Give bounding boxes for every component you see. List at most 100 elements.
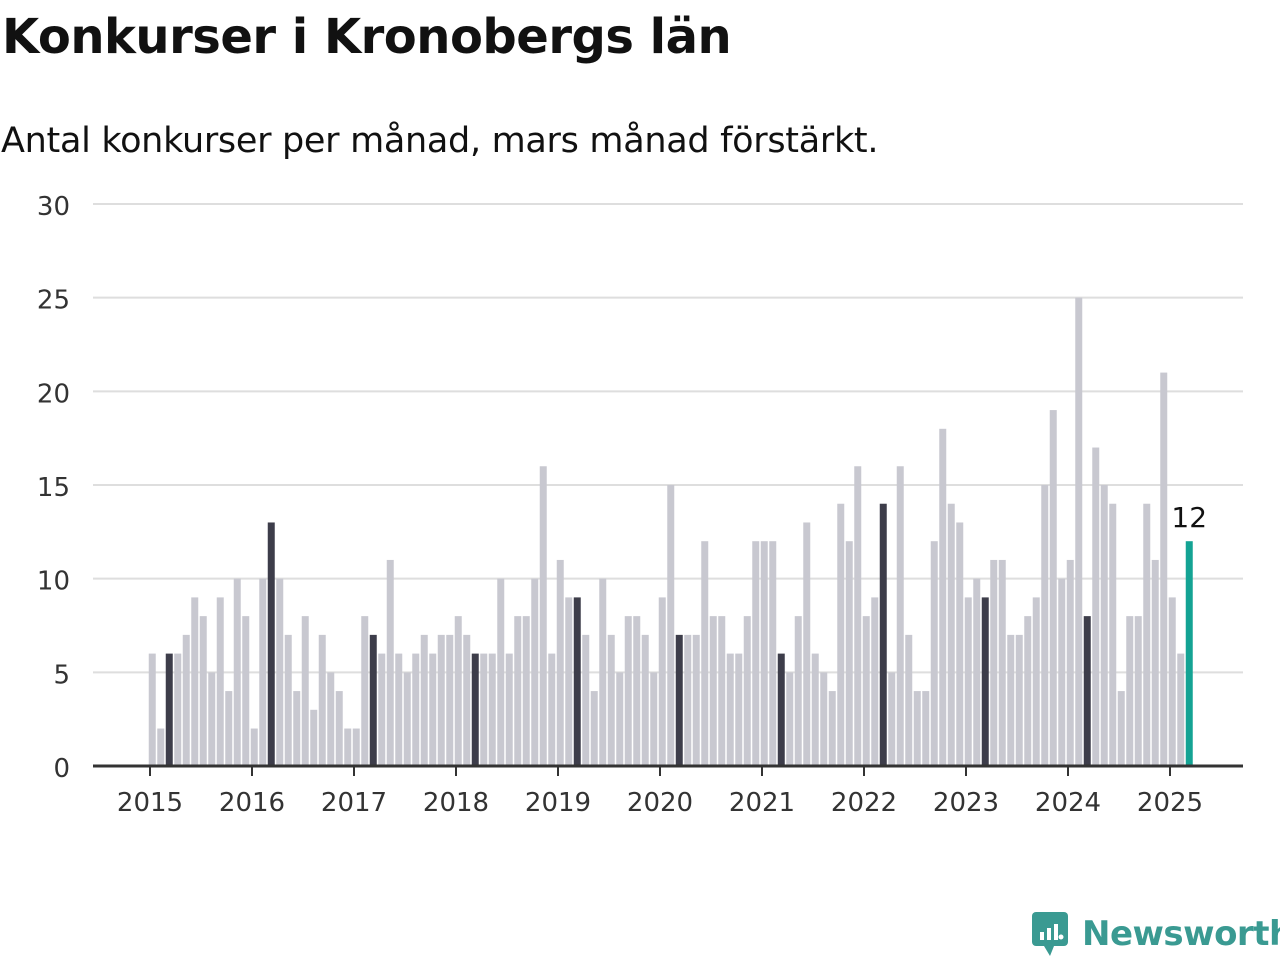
bar (1007, 634, 1015, 766)
x-tick-label: 2021 (729, 788, 795, 818)
bar (607, 634, 615, 766)
bar (352, 728, 360, 766)
x-tick-label: 2015 (117, 788, 183, 818)
bar (1041, 485, 1049, 766)
bar (701, 541, 709, 766)
bar (514, 616, 522, 766)
bar (599, 578, 607, 766)
bar (420, 634, 428, 766)
y-tick-label: 10 (37, 567, 70, 597)
bar (820, 672, 828, 766)
bar (658, 597, 666, 766)
bar (1185, 541, 1193, 766)
bar (1134, 616, 1142, 766)
bar (1058, 578, 1066, 766)
bar (233, 578, 241, 766)
bar (1092, 447, 1100, 766)
bar (522, 616, 530, 766)
bar (990, 559, 998, 766)
bar (998, 559, 1006, 766)
bar (803, 522, 811, 766)
bar (684, 634, 692, 766)
bar (539, 466, 547, 766)
y-tick-label: 25 (37, 286, 70, 316)
bar (854, 466, 862, 766)
bar (250, 728, 258, 766)
bar (437, 634, 445, 766)
bar (1151, 559, 1159, 766)
bar (896, 466, 904, 766)
bar (650, 672, 658, 766)
bar (182, 634, 190, 766)
bar (726, 653, 734, 766)
bar (616, 672, 624, 766)
bar (624, 616, 632, 766)
bar (301, 616, 309, 766)
bar (913, 691, 921, 766)
bar (225, 691, 233, 766)
bar (769, 541, 777, 766)
x-tick-label: 2016 (219, 788, 285, 818)
bar (565, 597, 573, 766)
bar (837, 503, 845, 766)
bar (828, 691, 836, 766)
y-tick-label: 15 (37, 473, 70, 503)
bar (148, 653, 156, 766)
bar (276, 578, 284, 766)
bar (284, 634, 292, 766)
bar (794, 616, 802, 766)
bar (1100, 485, 1108, 766)
bar (930, 541, 938, 766)
bar (1015, 634, 1023, 766)
bar (718, 616, 726, 766)
bar (488, 653, 496, 766)
bar (1075, 297, 1083, 766)
bar (327, 672, 335, 766)
x-tick-label: 2022 (831, 788, 897, 818)
bar (964, 597, 972, 766)
y-tick-label: 0 (53, 754, 70, 784)
bar (242, 616, 250, 766)
bar (871, 597, 879, 766)
bar (378, 653, 386, 766)
newsworthy-logo[interactable]: Newsworthy (1030, 910, 1280, 958)
bar (1126, 616, 1134, 766)
bar (947, 503, 955, 766)
bar (1032, 597, 1040, 766)
bar (879, 503, 887, 766)
bar (531, 578, 539, 766)
bar (556, 559, 564, 766)
bar (709, 616, 717, 766)
bar (471, 653, 479, 766)
bar (344, 728, 352, 766)
x-tick-label: 2024 (1035, 788, 1101, 818)
bar (157, 728, 165, 766)
bar (1143, 503, 1151, 766)
bar (395, 653, 403, 766)
bars (148, 297, 1193, 766)
bar (1066, 559, 1074, 766)
bar (1024, 616, 1032, 766)
bar (318, 634, 326, 766)
bar (259, 578, 267, 766)
x-tick-label: 2023 (933, 788, 999, 818)
bar (335, 691, 343, 766)
bar (412, 653, 420, 766)
bar (208, 672, 216, 766)
bar (675, 634, 683, 766)
bar (429, 653, 437, 766)
bar (505, 653, 513, 766)
bar (174, 653, 182, 766)
bar (386, 559, 394, 766)
bar (590, 691, 598, 766)
bar (548, 653, 556, 766)
bar (403, 672, 411, 766)
bar (216, 597, 224, 766)
bar (582, 634, 590, 766)
bar (1177, 653, 1185, 766)
bar (361, 616, 369, 766)
bar (1168, 597, 1176, 766)
bar (1160, 372, 1168, 766)
